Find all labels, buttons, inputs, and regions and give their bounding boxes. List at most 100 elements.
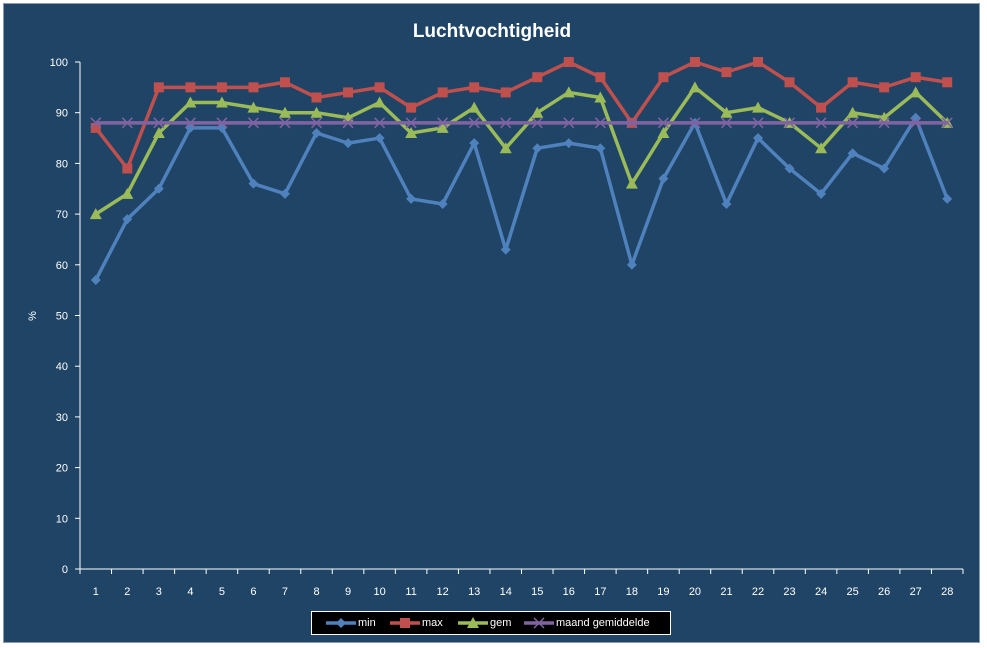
data-point-maand-gemiddelde: [279, 117, 291, 129]
y-tick-label: 10: [56, 513, 68, 525]
data-point-max: [595, 72, 606, 83]
data-point-gem: [815, 142, 828, 154]
data-point-gem: [184, 96, 197, 108]
data-point-maand-gemiddelde: [784, 117, 796, 129]
data-point-gem: [720, 106, 733, 118]
data-point-gem: [436, 121, 449, 133]
data-point-min: [469, 138, 480, 149]
data-point-max: [942, 77, 953, 88]
data-point-max: [816, 102, 827, 113]
data-point-min: [721, 198, 732, 209]
x-tick-label: 19: [657, 586, 669, 598]
data-point-max: [532, 72, 543, 83]
x-tick-label: 21: [720, 586, 732, 598]
data-point-min: [532, 143, 543, 154]
x-tick-label: 9: [345, 586, 351, 598]
series-layer: [89, 57, 954, 286]
y-tick-label: 70: [56, 209, 68, 221]
y-tick-label: 50: [56, 311, 68, 323]
x-tick-label: 1: [93, 586, 99, 598]
data-point-gem: [247, 101, 260, 113]
data-point-maand-gemiddelde: [531, 117, 543, 129]
legend: min max gem maand gemiddelde: [311, 611, 671, 635]
legend-swatch-max: [390, 618, 420, 628]
data-point-min: [437, 198, 448, 209]
y-tick-label: 0: [62, 564, 68, 576]
x-tick-label: 7: [282, 586, 288, 598]
y-tick-label: 40: [56, 361, 68, 373]
x-tick-label: 26: [878, 586, 890, 598]
data-point-maand-gemiddelde: [815, 117, 827, 129]
data-point-maand-gemiddelde: [594, 117, 606, 129]
data-point-gem: [752, 101, 765, 113]
x-tick-label: 25: [847, 586, 859, 598]
data-point-max: [122, 163, 133, 174]
data-point-maand-gemiddelde: [310, 117, 323, 129]
data-point-max: [185, 82, 196, 93]
data-point-gem: [499, 142, 512, 154]
data-point-min: [847, 148, 858, 159]
data-point-gem: [405, 126, 418, 138]
data-point-maand-gemiddelde: [626, 117, 638, 129]
data-point-min: [942, 193, 953, 204]
data-point-max: [374, 82, 385, 93]
legend-swatch-gem: [458, 617, 488, 628]
data-point-min: [500, 244, 511, 255]
data-point-gem: [468, 101, 481, 113]
data-point-maand-gemiddelde: [910, 117, 922, 129]
data-point-gem: [531, 106, 544, 118]
x-tick-label: 14: [500, 586, 512, 598]
x-tick-label: 18: [626, 586, 638, 598]
data-point-max: [879, 82, 890, 93]
data-point-max: [689, 57, 700, 67]
data-point-max: [437, 87, 448, 98]
data-point-min: [90, 275, 101, 286]
x-tick-label: 5: [219, 586, 225, 598]
data-point-maand-gemiddelde: [500, 117, 512, 129]
x-tick-label: 6: [250, 586, 256, 598]
data-point-maand-gemiddelde: [563, 117, 575, 129]
x-tick-label: 24: [815, 586, 827, 598]
data-point-max: [311, 92, 322, 103]
data-point-maand-gemiddelde: [941, 117, 953, 129]
data-point-min: [879, 163, 890, 174]
data-point-maand-gemiddelde: [342, 117, 354, 129]
data-point-gem: [310, 106, 323, 118]
data-point-gem: [625, 177, 638, 189]
series-line-min: [94, 116, 949, 281]
data-point-gem: [215, 96, 228, 108]
data-point-maand-gemiddelde: [437, 117, 449, 129]
y-tick-label: 60: [56, 260, 68, 272]
data-point-maand-gemiddelde: [121, 117, 133, 129]
data-point-maand-gemiddelde: [153, 117, 165, 129]
data-point-max: [910, 72, 921, 83]
x-tick-label: 10: [373, 586, 385, 598]
data-point-min: [122, 214, 133, 225]
x-tick-label: 4: [187, 586, 193, 598]
data-point-min: [279, 188, 290, 199]
data-point-max: [216, 82, 227, 93]
y-tick-label: 100: [50, 57, 68, 69]
data-point-max: [658, 72, 669, 83]
data-point-maand-gemiddelde: [720, 117, 733, 129]
data-point-min: [626, 259, 637, 270]
data-point-min: [248, 178, 259, 189]
x-tick-label: 28: [941, 586, 953, 598]
x-tick-label: 22: [752, 586, 764, 598]
data-point-maand-gemiddelde: [374, 117, 386, 129]
data-point-min: [658, 173, 669, 184]
data-point-min: [784, 163, 795, 174]
x-tick-label: 8: [313, 586, 319, 598]
data-point-min: [563, 138, 574, 149]
data-point-gem: [688, 81, 701, 93]
legend-swatch-maand-gemiddelde: [524, 617, 554, 629]
y-tick-label: 20: [56, 463, 68, 475]
x-tick-label: 3: [156, 586, 162, 598]
data-point-max: [343, 87, 354, 98]
x-tick-label: 2: [124, 586, 130, 598]
data-point-maand-gemiddelde: [405, 117, 417, 129]
data-point-gem: [278, 106, 291, 118]
data-point-max: [753, 57, 764, 67]
legend-label: max: [422, 617, 443, 629]
